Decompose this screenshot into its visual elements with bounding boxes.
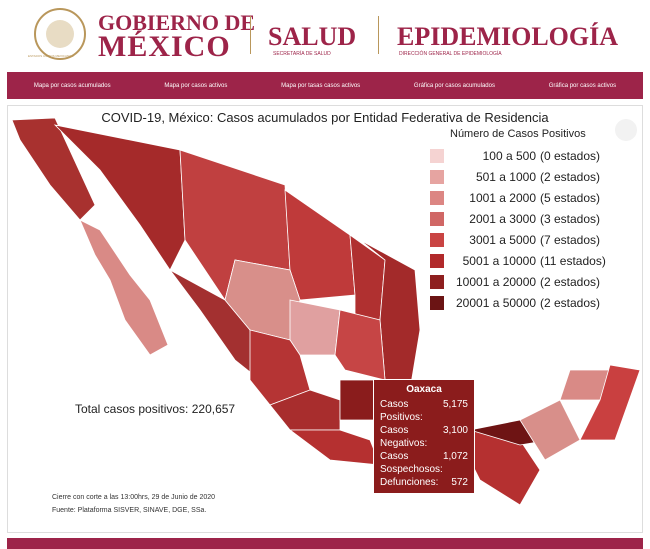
- tooltip-row: Defunciones: 572: [380, 476, 468, 489]
- divider: [378, 16, 379, 54]
- legend-item: 2001 a 3000 (3 estados): [430, 208, 606, 229]
- tooltip-value: 3,100: [442, 425, 468, 436]
- legend-item: 100 a 500 (0 estados): [430, 145, 606, 166]
- state[interactable]: [284, 189, 356, 301]
- legend-range: 5001 a 10000: [462, 253, 536, 268]
- legend-range: 1001 a 2000: [469, 190, 536, 205]
- legend-range: 501 a 1000: [475, 169, 536, 184]
- legend-item: 1001 a 2000 (5 estados): [430, 187, 606, 208]
- legend-title: Número de Casos Positivos: [450, 128, 586, 140]
- tooltip-label: Casos Sospechosos:: [380, 451, 443, 475]
- tooltip-label: Casos Positivos:: [380, 399, 423, 423]
- legend-item: 20001 a 50000 (2 estados): [430, 292, 606, 313]
- gobierno: GOBIERNO DE: [98, 10, 256, 35]
- seal: [34, 8, 86, 60]
- legend-count: (3 estados): [540, 211, 601, 226]
- mexico: MÉXICO: [98, 30, 231, 63]
- tooltip-row: Casos Negativos: 3,100: [380, 424, 468, 450]
- state[interactable]: [288, 429, 381, 466]
- tooltip-rows: Casos Positivos: 5,175 Casos Negativos: 3,1…: [380, 398, 468, 489]
- legend-count: (0 estados): [540, 148, 601, 163]
- legend-range: 10001 a 20000: [456, 274, 537, 289]
- state[interactable]: [289, 299, 341, 356]
- legend: Número de Casos Positivos 100 a 500 (0 es…: [430, 128, 606, 313]
- note: Cierre con corte a las 13:00hrs, 29 de J…: [52, 494, 216, 501]
- nav-item[interactable]: Gráfica por casos activos: [548, 82, 617, 89]
- legend-range: 3001 a 5000: [469, 232, 536, 247]
- legend-range: 2001 a 3000: [469, 211, 536, 226]
- legend-count: (7 estados): [540, 232, 601, 247]
- map-title: COVID-19, México: Casos acumulados por E…: [101, 110, 549, 125]
- legend-swatch: [430, 148, 444, 163]
- legend-item: 10001 a 20000 (2 estados): [430, 271, 606, 292]
- nav-bar: Mapa por casos acumulados Mapa por casos…: [7, 72, 643, 99]
- tooltip-row: Casos Sospechosos: 1,072: [380, 450, 468, 476]
- footer-bar: [7, 538, 643, 549]
- salud: SALUD: [268, 22, 357, 51]
- tooltip-value: 572: [451, 477, 468, 488]
- salud-sub: SECRETARÍA DE SALUD: [273, 51, 331, 57]
- download-button[interactable]: [615, 119, 637, 141]
- tooltip-label: Casos Negativos:: [380, 425, 428, 449]
- legend-item: 3001 a 5000 (7 estados): [430, 229, 606, 250]
- legend-item: 501 a 1000 (2 estados): [430, 166, 606, 187]
- legend-count: (2 estados): [540, 295, 601, 310]
- tooltip-value: 1,072: [442, 451, 468, 462]
- legend-range: 100 a 500: [482, 148, 536, 163]
- state[interactable]: [519, 399, 581, 461]
- map-panel: [7, 105, 643, 533]
- legend-item: 5001 a 10000 (11 estados): [430, 250, 606, 271]
- nav-item[interactable]: Mapa por casos activos: [164, 82, 228, 89]
- legend-swatch: [430, 253, 444, 268]
- legend-count: (2 estados): [540, 169, 601, 184]
- nav-item[interactable]: Gráfica por casos acumulados: [413, 82, 495, 89]
- note: Fuente: Plataforma SISVER, SINAVE, DGE, …: [52, 507, 207, 514]
- epi: EPIDEMIOLOGÍA: [397, 22, 619, 51]
- legend-swatch: [430, 169, 444, 184]
- state[interactable]: [79, 219, 169, 356]
- seal-text: ESTADOS UNIDOS MEXICANOS: [28, 54, 74, 58]
- legend-swatch: [430, 232, 444, 247]
- nav-item[interactable]: Mapa por casos acumulados: [33, 82, 111, 89]
- tooltip-row: Casos Positivos: 5,175: [380, 398, 468, 424]
- state[interactable]: [579, 364, 641, 441]
- legend-count: (2 estados): [540, 274, 601, 289]
- legend-swatch: [430, 190, 444, 205]
- legend-swatch: [430, 274, 444, 289]
- state[interactable]: [334, 309, 386, 381]
- epi-sub: DIRECCIÓN GENERAL DE EPIDEMIOLOGÍA: [399, 51, 502, 57]
- total: Total casos positivos: 220,657: [75, 402, 236, 416]
- legend-count: (5 estados): [540, 190, 601, 205]
- nav-item[interactable]: Mapa por tasas casos activos: [281, 82, 361, 89]
- legend-range: 20001 a 50000: [456, 295, 537, 310]
- legend-swatch: [430, 211, 444, 226]
- legend-count: (11 estados): [540, 253, 606, 268]
- divider: [250, 16, 251, 54]
- tooltip-title: Oaxaca: [406, 384, 442, 395]
- legend-rows: 100 a 500 (0 estados) 501 a 1000 (2 estados…: [430, 145, 606, 313]
- tooltip-label: Defunciones:: [380, 477, 439, 488]
- tooltip-value: 5,175: [442, 399, 468, 410]
- tooltip: Oaxaca Casos Positivos: 5,175 Casos Negati…: [373, 379, 475, 494]
- legend-swatch: [430, 295, 444, 310]
